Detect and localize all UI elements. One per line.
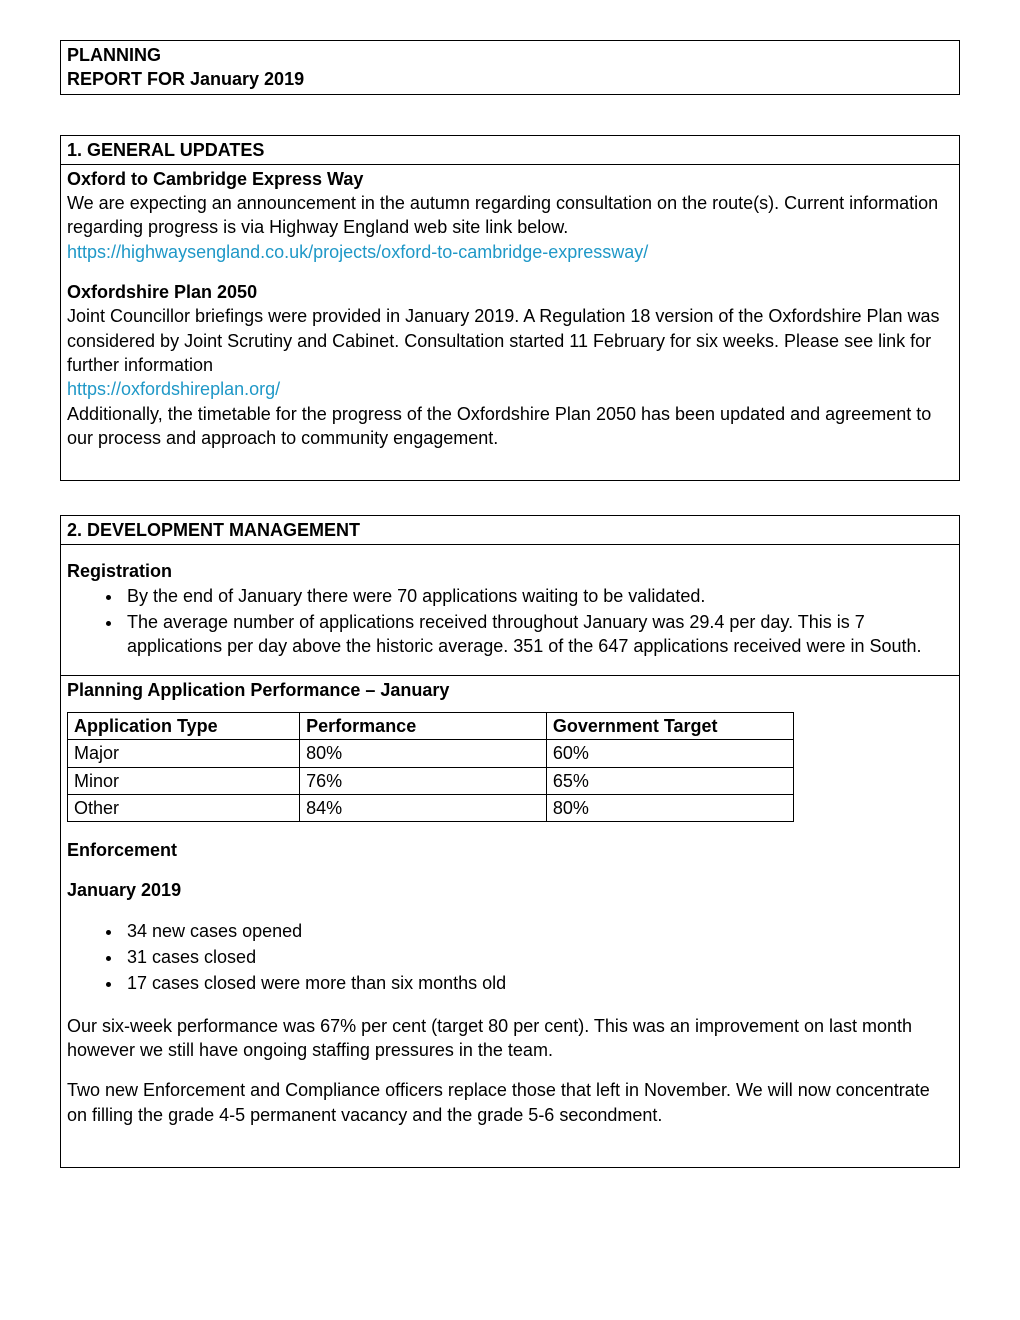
registration-block: Registration By the end of January there…	[61, 545, 959, 675]
list-item: By the end of January there were 70 appl…	[123, 584, 953, 608]
title-line-1: PLANNING	[67, 43, 953, 67]
registration-heading: Registration	[67, 559, 953, 583]
title-line-2: REPORT FOR January 2019	[67, 67, 953, 91]
oxplan-link[interactable]: https://oxfordshireplan.org/	[67, 379, 280, 399]
expressway-heading: Oxford to Cambridge Express Way	[67, 167, 953, 191]
performance-heading: Planning Application Performance – Janua…	[67, 678, 953, 702]
list-item: 17 cases closed were more than six month…	[123, 971, 953, 995]
oxplan-heading: Oxfordshire Plan 2050	[67, 280, 953, 304]
registration-list: By the end of January there were 70 appl…	[67, 584, 953, 659]
section-2-header: 2. DEVELOPMENT MANAGEMENT	[61, 516, 959, 545]
enforcement-subheading: January 2019	[67, 878, 953, 902]
enforcement-para-2: Two new Enforcement and Compliance offic…	[67, 1078, 953, 1127]
table-cell: 60%	[546, 740, 793, 767]
oxplan-body-1: Joint Councillor briefings were provided…	[67, 304, 953, 377]
section-general-updates: 1. GENERAL UPDATES Oxford to Cambridge E…	[60, 135, 960, 482]
col-header: Performance	[300, 712, 547, 739]
section-1-body: Oxford to Cambridge Express Way We are e…	[61, 165, 959, 480]
table-cell: 80%	[546, 794, 793, 821]
enforcement-para-1: Our six-week performance was 67% per cen…	[67, 1014, 953, 1063]
col-header: Application Type	[68, 712, 300, 739]
list-item: The average number of applications recei…	[123, 610, 953, 659]
expressway-link[interactable]: https://highwaysengland.co.uk/projects/o…	[67, 242, 648, 262]
list-item: 31 cases closed	[123, 945, 953, 969]
report-title-box: PLANNING REPORT FOR January 2019	[60, 40, 960, 95]
section-1-title: 1. GENERAL UPDATES	[67, 140, 264, 160]
table-cell: 80%	[300, 740, 547, 767]
oxplan-body-2: Additionally, the timetable for the prog…	[67, 402, 953, 451]
col-header: Government Target	[546, 712, 793, 739]
section-development-management: 2. DEVELOPMENT MANAGEMENT Registration B…	[60, 515, 960, 1168]
table-cell: Minor	[68, 767, 300, 794]
table-cell: 84%	[300, 794, 547, 821]
table-row: Other 84% 80%	[68, 794, 794, 821]
section-2-title: 2. DEVELOPMENT MANAGEMENT	[67, 520, 360, 540]
performance-and-enforcement: Planning Application Performance – Janua…	[61, 676, 959, 1167]
table-row: Major 80% 60%	[68, 740, 794, 767]
enforcement-list: 34 new cases opened 31 cases closed 17 c…	[67, 919, 953, 996]
table-cell: Other	[68, 794, 300, 821]
section-1-header: 1. GENERAL UPDATES	[61, 136, 959, 165]
table-cell: 76%	[300, 767, 547, 794]
enforcement-heading: Enforcement	[67, 838, 953, 862]
performance-table: Application Type Performance Government …	[67, 712, 794, 822]
table-cell: Major	[68, 740, 300, 767]
table-header-row: Application Type Performance Government …	[68, 712, 794, 739]
table-cell: 65%	[546, 767, 793, 794]
expressway-body: We are expecting an announcement in the …	[67, 191, 953, 240]
list-item: 34 new cases opened	[123, 919, 953, 943]
table-row: Minor 76% 65%	[68, 767, 794, 794]
